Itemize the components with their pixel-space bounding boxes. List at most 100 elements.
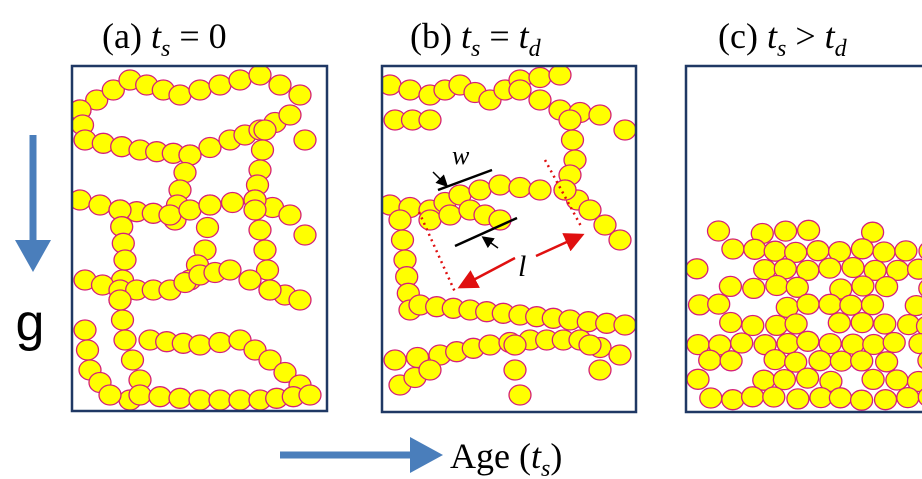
particle (744, 239, 766, 259)
particle (249, 65, 271, 85)
particle (720, 351, 742, 371)
particle (742, 316, 764, 336)
particle (109, 290, 131, 310)
particle (851, 239, 873, 259)
particle (189, 80, 211, 100)
particle (197, 218, 219, 238)
particle (773, 370, 795, 390)
particle (294, 130, 316, 150)
panel-title: (b) ts = td (410, 16, 542, 64)
particle (169, 388, 191, 408)
length-label: l (518, 250, 526, 283)
particles (686, 220, 922, 410)
particle (810, 388, 832, 408)
particle (122, 350, 144, 370)
particle (897, 388, 919, 408)
width-arrow (484, 238, 498, 248)
particle (99, 385, 121, 405)
particle (589, 360, 611, 380)
particle (614, 315, 636, 335)
particle (209, 333, 231, 353)
particle (609, 230, 631, 250)
particle (129, 385, 151, 405)
particle (852, 276, 874, 296)
particle (219, 260, 241, 280)
panel-title: (a) ts = 0 (102, 16, 227, 64)
panel-title: (c) ts > td (718, 16, 848, 64)
particle (686, 259, 708, 279)
particle (719, 276, 741, 296)
particle (222, 193, 244, 213)
particle (609, 345, 631, 365)
particle (439, 205, 461, 225)
close: ) (550, 436, 562, 476)
particle (199, 138, 221, 158)
op: > (795, 16, 815, 56)
particle (244, 200, 266, 220)
particle (559, 110, 581, 130)
particle (504, 335, 526, 355)
particle (766, 315, 788, 335)
prefix: (b) (410, 16, 452, 56)
particle (489, 175, 511, 195)
particle (851, 390, 873, 410)
age-arrowhead (410, 437, 443, 473)
particle (279, 205, 301, 225)
particle (392, 230, 414, 250)
particle (289, 85, 311, 105)
particle (720, 313, 742, 333)
particle (809, 351, 831, 371)
particle (876, 277, 898, 297)
length-arrow (462, 258, 515, 286)
particle (469, 180, 491, 200)
particle (862, 295, 884, 315)
particle (895, 241, 917, 261)
particle (775, 221, 797, 241)
particle (252, 140, 274, 160)
particle (419, 210, 441, 230)
particle (114, 330, 136, 350)
particle (708, 294, 730, 314)
particle (189, 390, 211, 410)
particle (399, 80, 421, 100)
op: = (179, 16, 199, 56)
particle (239, 270, 261, 290)
particle (842, 258, 864, 278)
particle (389, 210, 411, 230)
width-label: w (452, 141, 470, 170)
particle (851, 351, 873, 371)
particle (89, 195, 111, 215)
prefix: (c) (718, 16, 758, 56)
particle (77, 340, 99, 360)
particle (875, 390, 897, 410)
particle (179, 200, 201, 220)
particle (509, 385, 531, 405)
particle (785, 314, 807, 334)
particles (379, 65, 636, 405)
prefix: (a) (102, 16, 142, 56)
particle (579, 335, 601, 355)
particle (699, 350, 721, 370)
particle (909, 334, 922, 354)
particle (384, 350, 406, 370)
particle (549, 65, 571, 85)
particle (114, 250, 136, 270)
sub: d (835, 36, 848, 62)
particle (149, 387, 171, 407)
particle (708, 221, 730, 241)
particle (763, 387, 785, 407)
particle (764, 350, 786, 370)
particle (289, 290, 311, 310)
particle (840, 295, 862, 315)
particle (294, 225, 316, 245)
sub: d (529, 36, 542, 62)
particle (819, 294, 841, 314)
particle (509, 178, 531, 198)
length-arrow (536, 236, 580, 256)
particle (529, 180, 551, 200)
sub: s (161, 36, 170, 62)
particle (259, 280, 281, 300)
particle (905, 296, 922, 316)
sub: s (541, 456, 550, 479)
particle (562, 130, 584, 150)
